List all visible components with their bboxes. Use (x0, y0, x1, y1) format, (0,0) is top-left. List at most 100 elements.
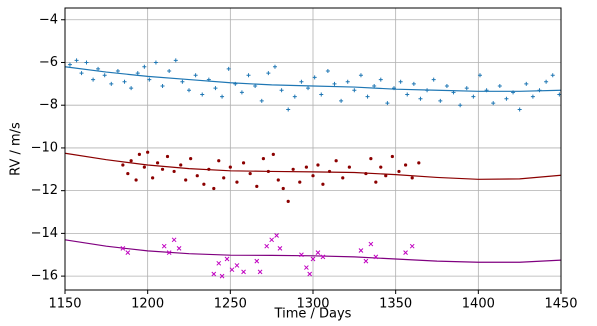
point (511, 90, 516, 95)
point (310, 256, 316, 262)
point (299, 252, 304, 258)
point (207, 167, 211, 171)
point (109, 81, 114, 86)
point (120, 245, 126, 251)
point (96, 66, 101, 71)
y-tick-label: −10 (31, 140, 58, 155)
point (530, 94, 535, 99)
point (248, 171, 252, 176)
point (269, 237, 275, 243)
point (176, 245, 182, 251)
point (347, 165, 351, 169)
x-tick-label: 1150 (48, 297, 81, 312)
point (226, 66, 231, 71)
y-tick-label: −16 (31, 269, 58, 284)
point (165, 154, 170, 159)
point (374, 180, 378, 184)
point (166, 250, 172, 255)
point (160, 167, 165, 171)
point (266, 71, 271, 76)
y-tick-label: −4 (39, 12, 58, 27)
point (378, 77, 383, 82)
point (224, 256, 230, 262)
point (438, 98, 443, 103)
point (369, 157, 373, 161)
point (398, 79, 403, 84)
point (477, 73, 482, 78)
point (524, 81, 529, 86)
point (79, 71, 84, 76)
point (234, 263, 240, 268)
point (216, 260, 222, 266)
point (332, 81, 337, 86)
point (264, 243, 270, 249)
point (373, 254, 379, 260)
point (327, 169, 332, 174)
fit-line (64, 239, 562, 263)
point (363, 258, 369, 264)
x-tick-label: 1450 (544, 297, 577, 312)
point (368, 241, 374, 247)
y-tick-label: −6 (39, 55, 58, 70)
point (379, 165, 383, 169)
point (372, 83, 377, 88)
point (129, 159, 133, 163)
y-tick-label: −14 (31, 226, 58, 241)
x-tick-label: 1400 (462, 297, 495, 312)
point (193, 73, 198, 78)
point (315, 250, 321, 255)
point (146, 150, 150, 154)
point (129, 86, 134, 91)
point (261, 157, 265, 161)
point (298, 180, 302, 184)
point (425, 88, 430, 93)
point (392, 86, 397, 91)
point (271, 152, 275, 156)
point (160, 83, 165, 88)
x-tick-label: 1350 (379, 297, 412, 312)
point (147, 77, 152, 82)
point (135, 71, 140, 76)
point (403, 250, 408, 255)
x-tick-label: 1300 (296, 297, 329, 312)
point (345, 79, 350, 84)
point (304, 265, 309, 270)
point (497, 83, 502, 88)
point (206, 77, 211, 82)
point (292, 94, 297, 99)
point (537, 88, 542, 93)
point (306, 86, 311, 91)
x-axis-label: Time / Days (274, 307, 352, 322)
point (319, 92, 324, 97)
fit-line (64, 152, 562, 180)
point (254, 258, 260, 264)
point (390, 154, 394, 159)
point (409, 243, 415, 249)
point (403, 163, 408, 167)
point (291, 167, 295, 171)
point (259, 98, 264, 103)
point (339, 98, 344, 103)
point (241, 269, 246, 275)
plot-frame (64, 7, 562, 291)
point (272, 64, 277, 69)
point (195, 174, 199, 178)
point (358, 73, 363, 78)
point (307, 271, 313, 277)
point (311, 174, 315, 178)
point (312, 75, 317, 80)
point (491, 101, 496, 106)
point (161, 243, 167, 249)
point (384, 174, 388, 178)
point (411, 81, 416, 86)
point (255, 184, 259, 188)
point (517, 107, 522, 112)
point (167, 69, 172, 74)
point (179, 163, 183, 167)
point (410, 176, 414, 180)
point (219, 273, 225, 279)
point (211, 271, 217, 277)
point (235, 180, 239, 184)
point (239, 90, 244, 95)
